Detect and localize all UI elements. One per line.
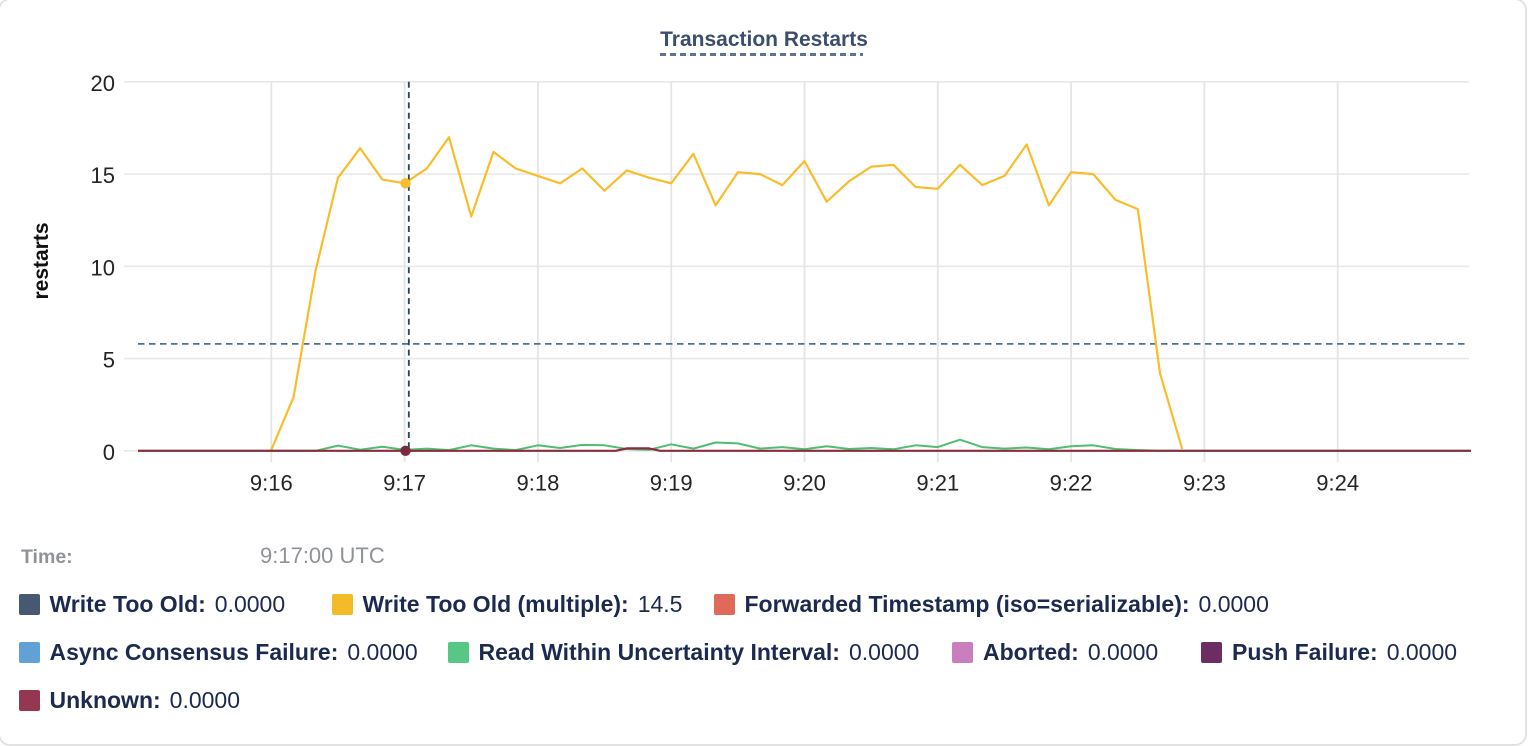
svg-text:9:17: 9:17 <box>383 471 426 496</box>
svg-text:9:21: 9:21 <box>916 471 959 496</box>
svg-text:5: 5 <box>103 348 115 373</box>
svg-text:9:18: 9:18 <box>516 471 559 496</box>
svg-text:9:16: 9:16 <box>250 471 293 496</box>
svg-text:15: 15 <box>91 163 115 188</box>
svg-text:9:23: 9:23 <box>1183 471 1226 496</box>
svg-text:9:24: 9:24 <box>1316 471 1359 496</box>
svg-text:0: 0 <box>103 440 115 465</box>
svg-text:9:19: 9:19 <box>650 471 693 496</box>
svg-text:10: 10 <box>91 255 115 280</box>
svg-text:20: 20 <box>91 71 115 96</box>
svg-text:9:20: 9:20 <box>783 471 826 496</box>
svg-text:restarts: restarts <box>30 222 53 299</box>
svg-text:9:22: 9:22 <box>1050 471 1093 496</box>
